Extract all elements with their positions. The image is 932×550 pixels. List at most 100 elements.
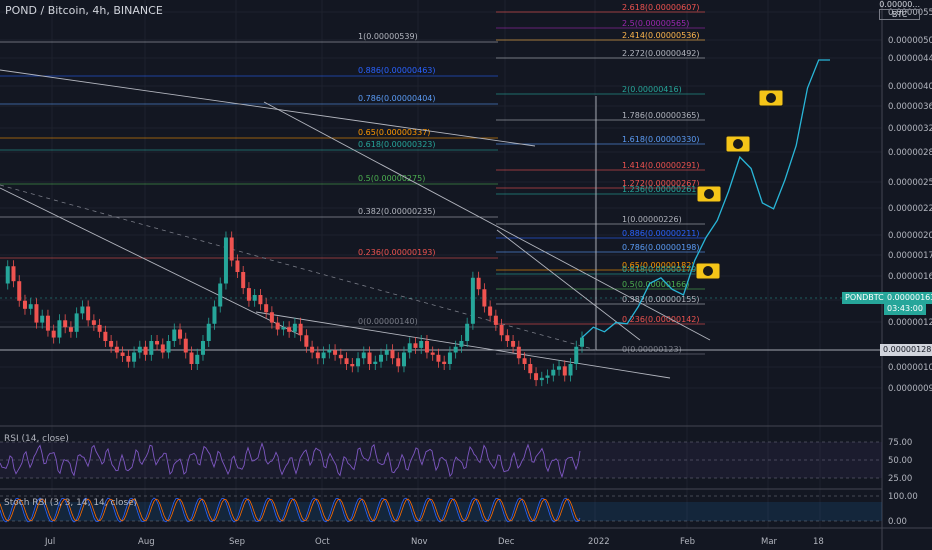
candle-body <box>172 329 177 341</box>
candle-body <box>63 320 68 328</box>
candle-body <box>218 283 223 307</box>
dollar-markers <box>695 89 784 280</box>
time-tick: 2022 <box>588 537 610 547</box>
candle-body <box>539 377 544 381</box>
candle-body <box>447 352 452 364</box>
candle-body <box>17 281 22 301</box>
candle-body <box>137 346 142 353</box>
candle-body <box>155 341 160 345</box>
fib-left-label: 0(0.00000140) <box>358 317 418 326</box>
fib-right-label: 0.65(0.00000182) <box>622 261 694 270</box>
candle-body <box>367 352 372 364</box>
candle-body <box>57 320 62 338</box>
candle-body <box>424 341 429 353</box>
currency-code: BTC <box>879 9 920 20</box>
fib-right-label: 2.272(0.00000492) <box>622 49 700 58</box>
candle-body <box>229 237 234 261</box>
time-tick: Dec <box>498 537 515 547</box>
stoch-rsi-label: Stoch RSI (3, 3, 14, 14, close) <box>4 498 138 508</box>
price-tick: 0.00000106 <box>888 363 932 373</box>
projection-path <box>581 59 830 339</box>
candle-body <box>132 352 137 362</box>
candle-body <box>459 341 464 347</box>
candle-body <box>568 364 573 376</box>
fib-right-label: 1(0.00000226) <box>622 215 682 224</box>
candle-body <box>68 327 73 332</box>
rsi-band-fill <box>0 442 882 478</box>
dollar-bill-icon <box>758 89 784 107</box>
candle-body <box>321 352 326 359</box>
rsi-tick: 25.00 <box>888 474 912 484</box>
candle-body <box>390 350 395 359</box>
time-tick: Sep <box>229 537 245 547</box>
candle-body <box>223 237 228 284</box>
candle-body <box>511 341 516 347</box>
fib-right-label: 1.786(0.00000365) <box>622 111 700 120</box>
candle-body <box>361 352 366 359</box>
stoch-k-line <box>0 497 581 523</box>
fib-left-label: 0.5(0.00000275) <box>358 174 425 183</box>
time-tick: Feb <box>680 537 695 547</box>
symbol-price-tag: 0.00000163 <box>884 292 932 304</box>
candle-body <box>34 304 39 323</box>
currency-top: 0.00000... <box>879 0 920 9</box>
candle-body <box>206 323 211 341</box>
candle-body <box>292 323 297 332</box>
candle-body <box>574 346 579 364</box>
fib-right-label: 0.382(0.00000155) <box>622 295 700 304</box>
candle-body <box>97 324 102 332</box>
candle-body <box>545 375 550 378</box>
dollar-bill-coin <box>704 189 714 199</box>
candle-body <box>235 260 240 272</box>
candle-body <box>465 323 470 341</box>
rsi-label: RSI (14, close) <box>4 434 69 444</box>
candle-body <box>269 312 274 323</box>
candle-body <box>396 358 401 367</box>
candle-body <box>28 304 33 309</box>
candle-body <box>114 346 119 353</box>
candle-body <box>120 352 125 356</box>
candle-body <box>493 315 498 325</box>
candles <box>5 231 584 387</box>
marker-price-tag: 0.00000128 <box>880 344 932 356</box>
trendline <box>0 187 301 336</box>
fib-left-label: 0.886(0.00000463) <box>358 66 436 75</box>
candle-body <box>212 306 217 324</box>
candle-body <box>350 364 355 367</box>
price-tick: 0.00000128 <box>888 318 932 328</box>
time-tick: Oct <box>315 537 330 547</box>
price-tick: 0.00000163 <box>888 272 932 282</box>
candle-body <box>344 358 349 364</box>
fib-levels: 1(0.00000539) 0.886(0.00000463) 0.786(0.00… <box>0 3 882 355</box>
candle-body <box>310 346 315 353</box>
fib-right-label: 1.236(0.00000261) <box>622 185 700 194</box>
fib-right-label: 2.5(0.00000565) <box>622 19 689 28</box>
dollar-bill-icon <box>696 185 722 203</box>
fib-right-label: 0.5(0.00000166) <box>622 280 689 289</box>
candle-body <box>45 315 50 331</box>
fib-right-label: 0.236(0.00000142) <box>622 315 700 324</box>
trendline <box>263 101 711 341</box>
dollar-bill-coin <box>703 266 713 276</box>
rsi-tick: 50.00 <box>888 456 912 466</box>
candle-body <box>80 306 85 314</box>
candle-body <box>516 346 521 359</box>
candle-body <box>258 295 263 305</box>
fib-right-label: 1.272(0.00000267) <box>622 179 700 188</box>
fib-left-label: 0.382(0.00000235) <box>358 207 436 216</box>
candle-body <box>11 266 16 282</box>
stoch-tick: 100.00 <box>888 492 918 502</box>
candle-body <box>476 277 481 290</box>
time-tick: Jul <box>44 537 55 547</box>
countdown-tag: 03:43:00 <box>884 303 926 315</box>
currency-indicator[interactable]: 0.00000... BTC <box>879 0 920 20</box>
dollar-bill-coin <box>733 139 743 149</box>
fib-left-label: 0.236(0.00000193) <box>358 248 436 257</box>
